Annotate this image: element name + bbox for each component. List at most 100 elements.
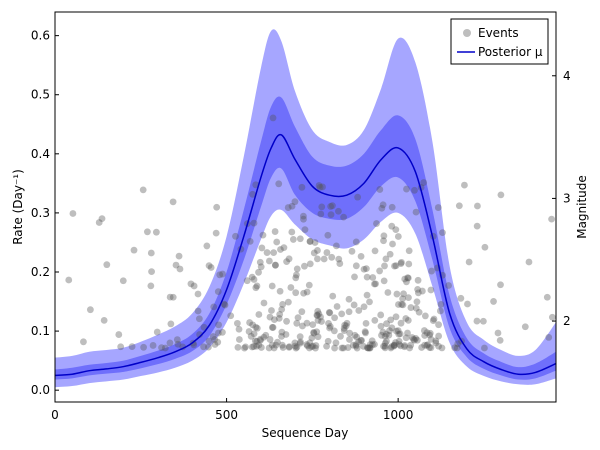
event-point bbox=[212, 229, 220, 237]
event-point bbox=[277, 246, 284, 253]
event-point bbox=[310, 329, 318, 336]
event-point bbox=[291, 198, 299, 206]
event-point bbox=[525, 258, 533, 266]
event-point bbox=[426, 331, 433, 339]
event-point bbox=[342, 322, 350, 330]
event-point bbox=[346, 329, 354, 337]
event-point bbox=[289, 236, 297, 243]
event-point bbox=[301, 226, 309, 234]
event-point bbox=[270, 316, 278, 324]
event-point bbox=[318, 203, 326, 211]
event-point bbox=[421, 332, 429, 339]
event-point bbox=[345, 308, 353, 316]
event-point bbox=[353, 344, 361, 352]
event-point bbox=[265, 257, 273, 265]
event-point bbox=[404, 274, 412, 282]
event-point bbox=[390, 342, 398, 350]
event-point bbox=[283, 258, 291, 266]
event-point bbox=[243, 277, 251, 285]
event-point bbox=[214, 329, 222, 337]
event-point bbox=[176, 265, 184, 273]
event-point bbox=[423, 329, 431, 337]
event-point bbox=[360, 265, 368, 273]
event-point bbox=[427, 344, 435, 352]
event-point bbox=[296, 333, 304, 341]
event-point bbox=[394, 233, 402, 240]
event-point bbox=[411, 186, 418, 194]
event-point bbox=[357, 252, 365, 260]
event-point bbox=[306, 339, 314, 347]
event-point bbox=[371, 280, 378, 288]
event-point bbox=[252, 323, 260, 331]
event-point bbox=[371, 340, 378, 348]
event-point bbox=[451, 344, 459, 352]
event-point bbox=[381, 332, 389, 340]
event-point bbox=[329, 292, 337, 300]
event-point bbox=[362, 329, 369, 337]
event-point bbox=[119, 277, 127, 285]
event-point bbox=[80, 338, 87, 346]
event-point bbox=[360, 303, 368, 311]
event-point bbox=[369, 274, 377, 281]
event-point bbox=[392, 262, 400, 270]
event-point bbox=[379, 201, 387, 209]
event-point bbox=[380, 277, 388, 285]
event-point bbox=[331, 314, 338, 322]
event-point bbox=[246, 319, 254, 326]
y-tick-label: 0.6 bbox=[31, 29, 50, 43]
event-point bbox=[249, 190, 256, 198]
event-point bbox=[103, 261, 111, 269]
event-point bbox=[275, 314, 283, 322]
event-point bbox=[376, 267, 384, 275]
event-point bbox=[429, 317, 437, 324]
event-point bbox=[330, 327, 338, 335]
event-point bbox=[149, 342, 157, 349]
event-point bbox=[251, 337, 259, 345]
event-point bbox=[317, 313, 324, 321]
event-point bbox=[335, 207, 342, 215]
y-tick-label: 0.0 bbox=[31, 383, 50, 397]
event-point bbox=[420, 179, 428, 186]
event-point bbox=[548, 313, 556, 321]
event-point bbox=[69, 210, 77, 217]
event-point bbox=[432, 339, 440, 347]
event-point bbox=[309, 342, 317, 350]
event-point bbox=[308, 343, 315, 351]
event-point bbox=[398, 258, 405, 266]
event-point bbox=[521, 323, 529, 331]
event-point bbox=[404, 274, 411, 282]
event-point bbox=[283, 317, 290, 325]
event-point bbox=[323, 249, 331, 256]
axes: 0 500 1000 0.0 0.1 0.2 0.3 0.4 0.5 0.6 2 3 4 bbox=[31, 11, 571, 422]
legend: Events Posterior μ bbox=[450, 18, 549, 65]
event-point bbox=[412, 335, 420, 342]
event-point bbox=[397, 342, 404, 350]
event-point bbox=[386, 250, 394, 258]
event-point bbox=[355, 338, 363, 346]
event-point bbox=[430, 315, 438, 323]
event-point bbox=[465, 258, 473, 266]
event-point bbox=[293, 271, 300, 279]
event-point bbox=[366, 298, 373, 306]
event-point bbox=[268, 282, 276, 290]
event-point bbox=[418, 344, 426, 351]
event-point bbox=[408, 334, 416, 341]
event-point bbox=[284, 298, 292, 306]
event-point bbox=[285, 343, 293, 351]
event-point bbox=[315, 310, 323, 318]
event-point bbox=[296, 235, 304, 243]
events-scatter bbox=[65, 114, 556, 352]
event-point bbox=[340, 324, 348, 332]
event-point bbox=[293, 343, 301, 351]
event-point bbox=[434, 204, 442, 211]
event-point bbox=[169, 293, 177, 301]
event-point bbox=[435, 321, 442, 329]
event-point bbox=[248, 273, 256, 281]
event-point bbox=[306, 344, 313, 352]
event-point bbox=[402, 315, 410, 322]
event-point bbox=[292, 274, 300, 282]
legend-label-events: Events bbox=[478, 26, 519, 40]
event-point bbox=[439, 229, 446, 237]
event-point bbox=[380, 237, 387, 245]
event-point bbox=[381, 344, 389, 352]
